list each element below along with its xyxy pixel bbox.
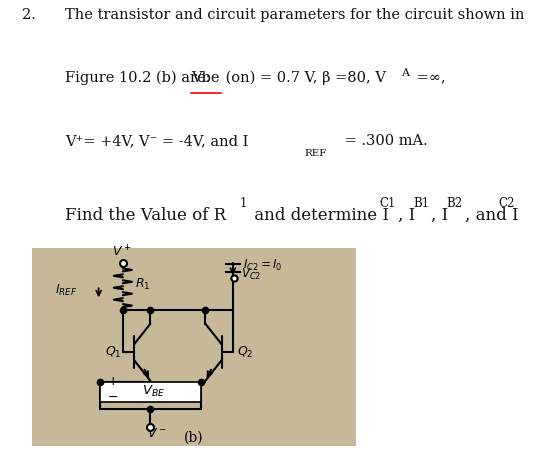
Text: (on) = 0.7 V, β =80, V: (on) = 0.7 V, β =80, V	[221, 71, 386, 85]
Text: , I: , I	[431, 207, 448, 224]
Text: =∞,: =∞,	[412, 71, 446, 85]
Text: B2: B2	[447, 197, 463, 210]
Text: $R_1$: $R_1$	[135, 277, 150, 292]
Text: 2.: 2.	[22, 8, 36, 22]
Text: The transistor and circuit parameters for the circuit shown in: The transistor and circuit parameters fo…	[65, 8, 524, 22]
Text: Figure 10.2 (b) are:: Figure 10.2 (b) are:	[65, 71, 219, 85]
Text: $V_{BE}$: $V_{BE}$	[142, 384, 165, 400]
Text: C2: C2	[498, 197, 514, 210]
Text: $Q_1$: $Q_1$	[105, 345, 122, 360]
Text: C1: C1	[379, 197, 395, 210]
Text: $I_{C2}=I_0$: $I_{C2}=I_0$	[243, 258, 282, 273]
Text: REF: REF	[305, 149, 327, 158]
Text: $Q_2$: $Q_2$	[237, 345, 253, 360]
Text: −: −	[107, 391, 118, 404]
Text: Vbe: Vbe	[191, 71, 220, 85]
Text: $V^+$: $V^+$	[112, 244, 131, 260]
Text: $V_{C2}$: $V_{C2}$	[241, 267, 261, 282]
Text: (b): (b)	[184, 431, 204, 445]
Text: B1: B1	[413, 197, 430, 210]
Text: = .300 mA.: = .300 mA.	[340, 134, 427, 148]
Text: +: +	[107, 375, 118, 388]
Text: and determine I: and determine I	[249, 207, 389, 224]
Text: , I: , I	[398, 207, 415, 224]
Text: $I_{REF}$: $I_{REF}$	[55, 283, 78, 298]
Text: 1: 1	[239, 197, 247, 210]
Text: V⁺= +4V, V⁻ = -4V, and I: V⁺= +4V, V⁻ = -4V, and I	[65, 134, 248, 148]
Text: , and I: , and I	[465, 207, 518, 224]
Bar	[100, 382, 201, 402]
Text: A: A	[402, 68, 410, 78]
Text: $V^-$: $V^-$	[147, 427, 166, 440]
Text: Find the Value of R: Find the Value of R	[65, 207, 226, 224]
